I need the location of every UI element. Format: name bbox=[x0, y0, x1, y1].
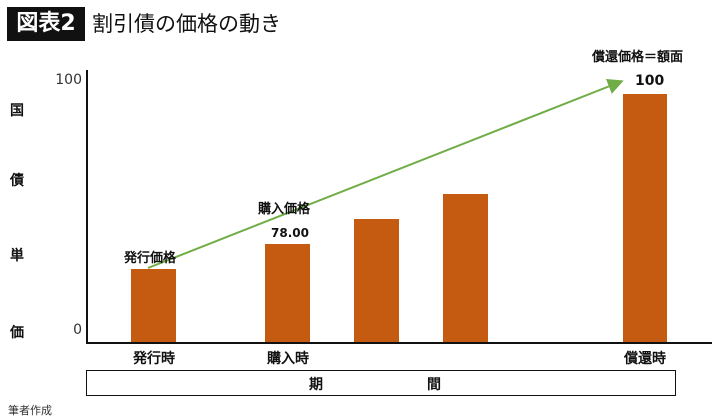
period-char-2: 間 bbox=[427, 377, 441, 393]
x-label-redemption: 償還時 bbox=[624, 351, 666, 367]
x-label-issue: 発行時 bbox=[133, 351, 175, 367]
bar-purchase bbox=[265, 244, 310, 342]
y-tick-100: 100 bbox=[55, 72, 82, 88]
annotation-purchase-price: 購入価格 bbox=[258, 202, 311, 217]
y-axis-label-char: 価 bbox=[10, 325, 24, 341]
bar-issue bbox=[131, 269, 176, 342]
source-note: 筆者作成 bbox=[8, 404, 52, 417]
chart-title: 割引債の価格の動き bbox=[92, 12, 281, 36]
purchase-value-label: 78.00 bbox=[271, 226, 309, 240]
y-axis-label-char: 国 bbox=[10, 103, 24, 119]
period-box: 期 間 bbox=[86, 370, 676, 396]
y-axis-label-char: 債 bbox=[10, 173, 24, 189]
annotation-redemption-price: 償還価格＝額面 bbox=[592, 50, 684, 65]
y-axis-label-char: 単 bbox=[10, 248, 24, 264]
y-axis-line bbox=[86, 70, 88, 344]
annotation-issue-price: 発行価格 bbox=[124, 251, 177, 266]
figure-badge: 図表2 bbox=[7, 7, 85, 41]
period-char-1: 期 bbox=[309, 377, 323, 393]
y-tick-0: 0 bbox=[73, 322, 82, 338]
bar-mid-2 bbox=[443, 194, 488, 342]
bar-redemption bbox=[623, 94, 667, 342]
redemption-value-label: 100 bbox=[635, 73, 665, 89]
x-label-purchase: 購入時 bbox=[267, 351, 309, 367]
bar-mid-1 bbox=[354, 219, 399, 342]
x-axis-line bbox=[86, 342, 712, 344]
